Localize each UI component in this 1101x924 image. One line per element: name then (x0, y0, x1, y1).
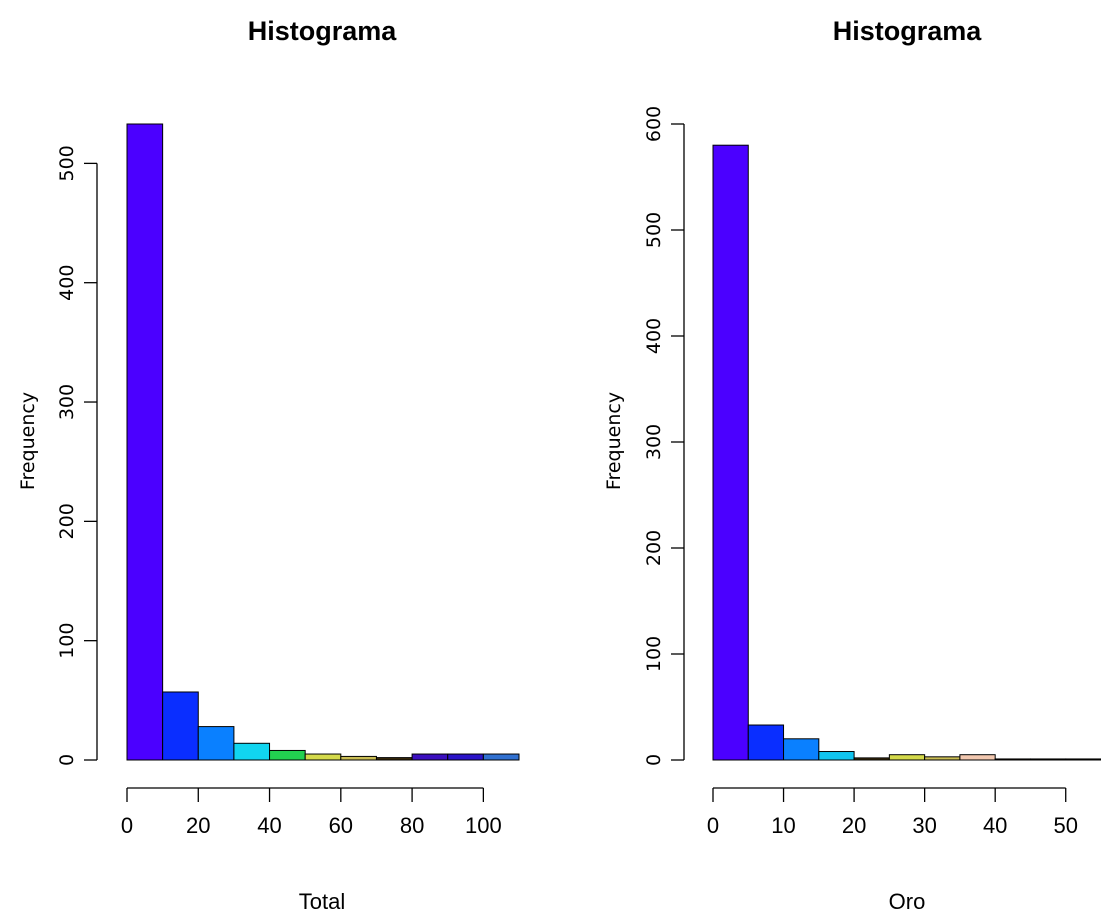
y-tick-label: 400 (643, 318, 665, 354)
x-axis-label: Total (299, 889, 345, 914)
y-tick-label: 600 (643, 106, 665, 142)
chart-title: Histograma (248, 16, 398, 46)
histogram-bar (747, 724, 785, 761)
histogram-bar (375, 757, 413, 761)
y-axis: 0 100 200 300 400 500 600 (643, 106, 685, 766)
bars (712, 144, 1101, 761)
histogram-bar (340, 755, 377, 761)
histogram-bar (818, 751, 855, 761)
x-tick-label: 0 (121, 813, 133, 838)
y-axis: 0 100 200 300 400 500 (56, 145, 98, 766)
y-tick-label: 200 (56, 503, 78, 539)
histogram-bar (959, 754, 996, 761)
histogram-panel-total: Histograma Total Frequency 0 20 40 60 80 100 … (17, 16, 520, 914)
y-tick-label: 300 (56, 384, 78, 420)
x-tick-label: 100 (465, 813, 502, 838)
y-tick-label: 100 (643, 636, 665, 672)
x-tick-label: 40 (983, 813, 1007, 838)
y-axis-label: Frequency (603, 392, 625, 490)
histogram-bar (1029, 758, 1067, 761)
x-tick-label: 60 (329, 813, 353, 838)
y-tick-label: 400 (56, 265, 78, 301)
y-tick-label: 0 (643, 754, 665, 766)
histogram-bar (126, 123, 164, 761)
y-tick-label: 0 (56, 754, 78, 766)
bars (126, 123, 520, 761)
chart-title: Histograma (833, 16, 983, 46)
x-axis: 0 10 20 30 40 50 (707, 787, 1078, 838)
y-axis-label: Frequency (17, 392, 39, 490)
y-tick-label: 100 (56, 623, 78, 659)
y-tick-label: 200 (643, 530, 665, 566)
histogram-bar (304, 753, 342, 761)
histogram-bar (269, 749, 306, 761)
y-tick-label: 500 (56, 145, 78, 181)
x-tick-label: 50 (1053, 813, 1077, 838)
x-tick-label: 20 (186, 813, 210, 838)
histogram-bar (888, 754, 926, 761)
histogram-bar (712, 144, 749, 761)
y-tick-label: 300 (643, 424, 665, 460)
histogram-bar (162, 691, 199, 761)
histogram-bar (411, 753, 449, 761)
histogram-bar (482, 753, 520, 761)
x-axis-label: Oro (889, 889, 926, 914)
y-tick-label: 500 (643, 212, 665, 248)
x-tick-label: 10 (771, 813, 795, 838)
histogram-panel-oro: Histograma Oro Frequency 0 10 20 30 40 50 0 10… (603, 16, 1101, 914)
x-tick-label: 20 (842, 813, 866, 838)
histogram-bar (994, 758, 1031, 761)
histogram-bar (233, 742, 271, 761)
x-tick-label: 40 (257, 813, 281, 838)
histogram-bar (197, 726, 235, 761)
histogram-bar (447, 753, 484, 761)
x-tick-label: 80 (400, 813, 424, 838)
x-tick-label: 30 (912, 813, 936, 838)
x-tick-label: 0 (707, 813, 719, 838)
histogram-bar (1065, 758, 1101, 761)
histogram-bar (783, 738, 820, 761)
histogram-bar (853, 757, 890, 761)
x-axis: 0 20 40 60 80 100 (121, 787, 502, 838)
histogram-bar (924, 756, 961, 761)
